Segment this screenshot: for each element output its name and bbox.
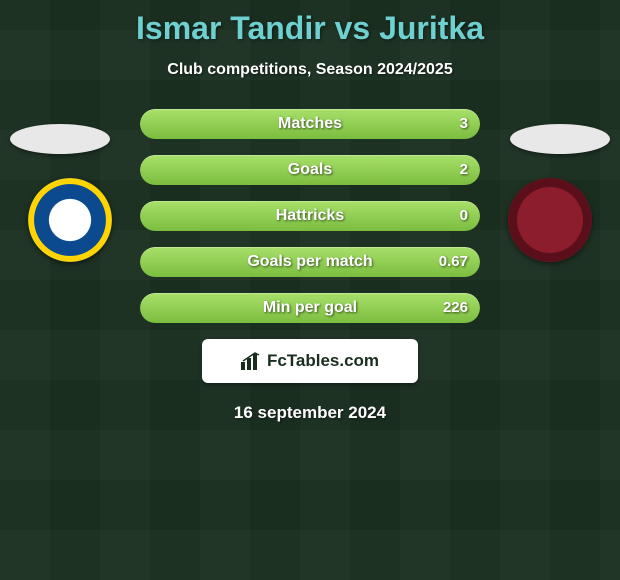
stat-label: Hattricks (140, 201, 480, 231)
page-subtitle: Club competitions, Season 2024/2025 (0, 61, 620, 79)
stat-label: Min per goal (140, 293, 480, 323)
chart-icon (241, 352, 261, 370)
fctables-logo[interactable]: FcTables.com (202, 339, 418, 383)
logo-text: FcTables.com (267, 351, 379, 371)
date-text: 16 september 2024 (0, 403, 620, 423)
page-title: Ismar Tandir vs Juritka (0, 0, 620, 47)
stat-row: Goals 2 (140, 155, 480, 185)
player-left-slot (10, 124, 110, 154)
team-badge-left (28, 178, 112, 262)
stat-row: Hattricks 0 (140, 201, 480, 231)
stat-row: Goals per match 0.67 (140, 247, 480, 277)
stat-row: Min per goal 226 (140, 293, 480, 323)
stat-right-value: 226 (443, 293, 468, 323)
team-badge-right (508, 178, 592, 262)
stat-right-value: 0.67 (439, 247, 468, 277)
stat-right-value: 2 (460, 155, 468, 185)
stat-label: Goals (140, 155, 480, 185)
stat-right-value: 3 (460, 109, 468, 139)
stat-row: Matches 3 (140, 109, 480, 139)
stat-label: Matches (140, 109, 480, 139)
stat-right-value: 0 (460, 201, 468, 231)
stat-label: Goals per match (140, 247, 480, 277)
stats-container: Matches 3 Goals 2 Hattricks 0 Goals per … (140, 109, 480, 323)
player-right-slot (510, 124, 610, 154)
